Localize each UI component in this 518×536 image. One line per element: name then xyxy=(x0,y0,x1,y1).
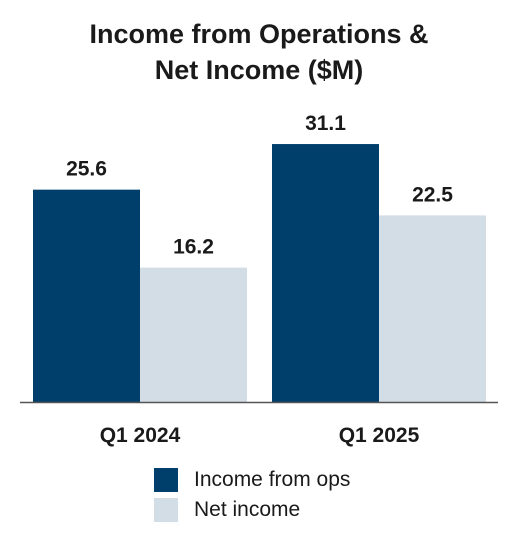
x-tick-label-q1-2024: Q1 2024 xyxy=(100,424,181,447)
legend-swatch-net-income xyxy=(154,498,178,522)
legend-swatch-income-from-ops xyxy=(154,468,178,492)
legend-label-income-from-ops: Income from ops xyxy=(194,468,351,491)
value-label-income-from-ops-q1-2025: 31.1 xyxy=(305,112,346,135)
value-label-income-from-ops-q1-2024: 25.6 xyxy=(66,158,107,181)
chart-title-line-2: Net Income ($M) xyxy=(154,55,364,85)
legend-item-income-from-ops: Income from ops xyxy=(154,466,350,494)
bar-income-from-ops-q1-2024 xyxy=(33,189,140,402)
bar-net-income-q1-2024 xyxy=(140,267,247,402)
bar-income-from-ops-q1-2025 xyxy=(272,144,379,402)
legend-item-net-income: Net income xyxy=(154,496,350,524)
bar-chart: 25.6 16.2 Q1 2024 31.1 22.5 Q1 2025 xyxy=(20,112,498,447)
x-tick-label-q1-2025: Q1 2025 xyxy=(339,424,420,447)
chart-legend: Income from ops Net income xyxy=(154,466,350,526)
chart-title-line-1: Income from Operations & xyxy=(89,19,429,49)
bar-net-income-q1-2025 xyxy=(379,215,486,402)
chart-title: Income from Operations & Net Income ($M) xyxy=(0,16,518,88)
legend-label-net-income: Net income xyxy=(194,498,301,521)
value-label-net-income-q1-2025: 22.5 xyxy=(412,183,453,206)
value-label-net-income-q1-2024: 16.2 xyxy=(173,236,214,259)
